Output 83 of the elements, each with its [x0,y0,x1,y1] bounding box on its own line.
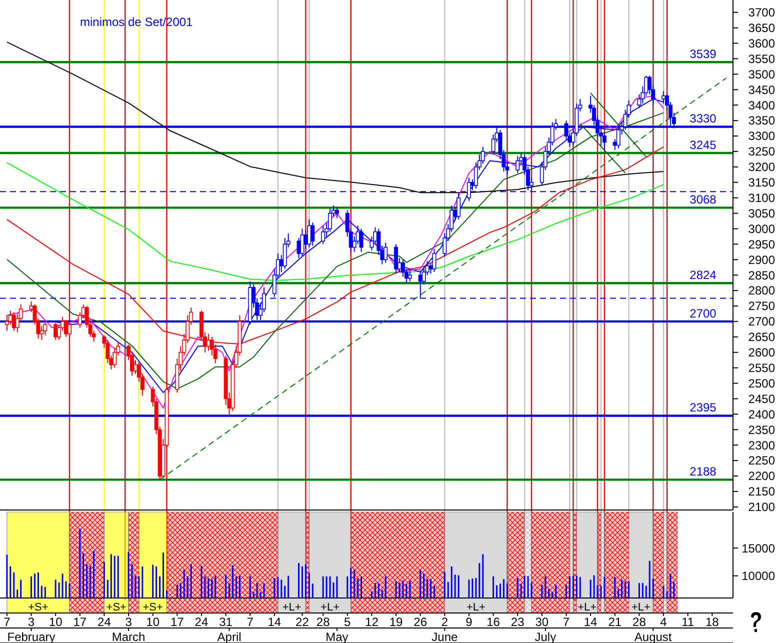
y-tick-label: 2650 [748,330,776,344]
y-tick-label: 2900 [748,252,776,267]
y-tick-label: 3350 [748,114,776,128]
y-tick-label: 3200 [748,160,776,174]
band-label: +L+ [466,602,486,614]
x-tick-label: 14 [584,615,598,629]
x-tick-label: 3 [125,615,132,629]
y-tick-label: 3150 [748,176,776,190]
ref-line-label: 3330 [690,112,717,126]
y-tick-label: 2500 [748,376,776,390]
x-tick-label: 10 [146,615,160,629]
y-tick-label: 2700 [748,314,776,329]
x-tick-label: 3 [28,615,35,629]
y-tick-label: 3000 [748,222,776,236]
y-tick-label: 3600 [748,36,776,50]
y-tick-label: 2450 [748,392,776,406]
y-tick-label: 10000 [742,569,776,584]
x-tick-label: 30 [535,615,549,629]
band-label: +S+ [28,602,48,614]
x-tick-label: 18 [705,615,720,629]
x-tick-label: 7 [562,615,570,629]
y-tick-label: 3050 [748,206,776,220]
band-label: +L+ [282,602,302,614]
x-tick-label: 28 [316,615,330,629]
y-tick-label: 15000 [742,541,776,556]
x-tick-label: 24 [98,615,112,629]
y-tick-label: 2550 [748,361,776,376]
x2-tick-label: June [432,630,458,643]
x-tick-label: 17 [170,615,184,629]
x-tick-label: 16 [486,615,500,629]
y-tick-label: 2250 [748,454,776,468]
y-tick-label: 3250 [748,144,776,159]
x-tick-label: 31 [219,615,233,629]
y-tick-label: 2200 [748,469,776,484]
ref-line-label: 2824 [690,268,717,282]
band-label: +L+ [578,602,597,614]
ref-line-label: 3068 [690,192,717,207]
x-tick-label: 26 [414,615,428,629]
y-tick-label: 3500 [748,67,776,82]
y-tick-label: 2150 [748,484,776,499]
x2-tick-label: March [112,630,146,643]
x-tick-label: 12 [365,615,379,629]
y-tick-label: 2600 [748,346,776,360]
y-tick-label: 2300 [748,438,776,452]
y-tick-label: 2350 [748,422,776,437]
ref-line-label: 3245 [690,138,717,152]
y-tick-label: 3700 [748,6,776,20]
y-tick-label: 3450 [748,82,776,97]
band-label: +S+ [142,602,163,614]
y-tick-label: 3100 [748,191,776,206]
ref-line-label: 2700 [690,306,717,320]
x-tick-label: 11 [682,615,694,629]
y-tick-label: 3650 [748,21,776,36]
x-tick-label: 5 [344,615,352,629]
y-tick-label: 2400 [748,407,776,422]
x-tick-label: 24 [194,615,208,629]
y-tick-label: 2950 [748,237,776,252]
x-tick-label: 10 [48,615,63,629]
x-tick-label: 9 [466,615,473,629]
x-tick-label: 23 [510,615,525,629]
x-tick-label: 22 [296,615,310,629]
ref-line-label: 2395 [690,400,717,415]
y-tick-label: 2800 [748,284,776,298]
x-tick-label: 4 [660,615,668,629]
x-tick-label: 28 [632,615,646,629]
y-tick-label: 3400 [748,98,776,112]
x-tick-label: 21 [608,615,622,629]
band-label: +L+ [631,602,650,614]
ref-line-label: 3539 [690,47,717,62]
band-label: +S+ [106,602,126,614]
y-tick-label: 2750 [748,299,776,314]
y-tick-label: 2100 [748,500,776,514]
x-tick-label: 17 [73,615,87,629]
band-label: +L+ [320,602,340,614]
y-tick-label: 3300 [748,129,776,144]
x-tick-label: 7 [4,615,11,629]
y-tick-label: 2850 [748,268,776,282]
x-tick-label: 7 [246,615,254,629]
y-tick-label: 3550 [748,52,776,66]
ref-line-label: 2188 [690,464,717,479]
x-tick-label: 2 [441,615,448,629]
x-tick-label: 19 [389,615,404,629]
x-tick-label: 14 [268,615,282,629]
